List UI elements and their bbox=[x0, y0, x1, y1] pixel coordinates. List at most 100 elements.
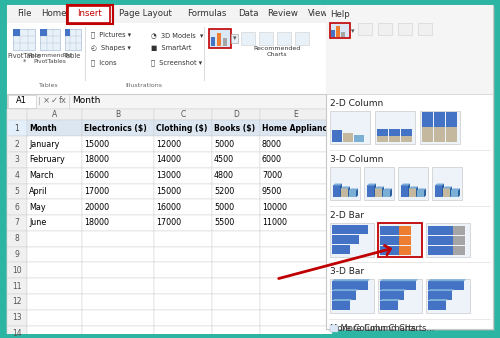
Bar bbox=[27, 184, 82, 199]
Text: A: A bbox=[52, 110, 57, 119]
Bar bbox=[68, 6, 110, 23]
Text: Insert: Insert bbox=[76, 9, 102, 18]
Text: File: File bbox=[17, 9, 31, 18]
Text: 1: 1 bbox=[14, 124, 20, 133]
Text: March: March bbox=[29, 171, 54, 180]
Bar bbox=[435, 186, 442, 197]
Bar bbox=[7, 294, 27, 310]
Bar bbox=[326, 5, 493, 94]
Bar bbox=[399, 226, 411, 235]
Bar bbox=[82, 247, 154, 263]
Bar bbox=[260, 231, 332, 247]
Bar bbox=[428, 281, 464, 290]
Bar bbox=[154, 120, 212, 136]
Text: 16000: 16000 bbox=[84, 171, 109, 180]
Text: Charts: Charts bbox=[266, 52, 287, 57]
Bar bbox=[375, 189, 382, 197]
Polygon shape bbox=[451, 189, 460, 190]
Bar bbox=[212, 231, 260, 247]
Text: 14: 14 bbox=[12, 329, 22, 338]
Bar bbox=[332, 245, 350, 254]
Bar bbox=[260, 325, 332, 338]
Polygon shape bbox=[380, 279, 418, 281]
Bar bbox=[82, 120, 154, 136]
Text: Home: Home bbox=[41, 9, 66, 18]
Bar bbox=[326, 5, 493, 329]
Bar bbox=[332, 235, 359, 244]
Text: 4: 4 bbox=[14, 171, 20, 180]
Bar bbox=[154, 310, 212, 325]
Text: 9500: 9500 bbox=[262, 187, 282, 196]
Bar bbox=[332, 130, 342, 142]
Polygon shape bbox=[428, 299, 448, 301]
Bar bbox=[7, 136, 27, 152]
Text: 15000: 15000 bbox=[156, 187, 181, 196]
Text: Recommended: Recommended bbox=[254, 46, 300, 51]
Bar bbox=[260, 199, 332, 215]
Bar bbox=[212, 168, 260, 184]
Bar bbox=[7, 108, 329, 329]
Bar bbox=[383, 190, 390, 197]
Text: View: View bbox=[308, 9, 328, 18]
Bar bbox=[7, 325, 27, 338]
Polygon shape bbox=[332, 279, 370, 281]
Bar bbox=[154, 278, 212, 294]
Bar bbox=[398, 167, 428, 200]
Text: Tables: Tables bbox=[39, 83, 59, 88]
Bar bbox=[389, 129, 400, 136]
Bar bbox=[212, 136, 260, 152]
Bar bbox=[426, 223, 470, 257]
Bar bbox=[40, 29, 60, 50]
Bar bbox=[428, 226, 453, 235]
Bar bbox=[401, 129, 412, 136]
Text: 7: 7 bbox=[14, 218, 20, 227]
Polygon shape bbox=[382, 187, 384, 197]
Text: 11000: 11000 bbox=[262, 218, 287, 227]
Bar bbox=[7, 152, 27, 168]
Bar bbox=[418, 23, 432, 34]
Bar bbox=[277, 31, 291, 45]
Polygon shape bbox=[450, 187, 452, 197]
Bar bbox=[27, 108, 82, 120]
Bar bbox=[380, 291, 404, 300]
Bar bbox=[82, 108, 154, 120]
Text: Data: Data bbox=[238, 9, 258, 18]
Bar bbox=[453, 226, 465, 235]
Bar bbox=[295, 31, 309, 45]
Bar bbox=[380, 246, 399, 255]
Bar bbox=[7, 94, 329, 108]
Bar bbox=[399, 236, 411, 245]
Text: 8000: 8000 bbox=[262, 140, 282, 149]
Polygon shape bbox=[416, 187, 418, 197]
Bar bbox=[260, 294, 332, 310]
Bar bbox=[82, 199, 154, 215]
Polygon shape bbox=[435, 184, 444, 186]
Text: 10: 10 bbox=[12, 266, 22, 275]
Text: ✓: ✓ bbox=[50, 96, 58, 105]
Text: 5500: 5500 bbox=[214, 218, 234, 227]
Bar bbox=[27, 168, 82, 184]
Polygon shape bbox=[408, 184, 410, 197]
Bar bbox=[7, 5, 329, 23]
Polygon shape bbox=[374, 184, 376, 197]
Text: 14000: 14000 bbox=[156, 155, 181, 164]
Bar bbox=[7, 108, 27, 338]
Bar bbox=[82, 168, 154, 184]
Bar bbox=[328, 7, 495, 331]
Text: fx: fx bbox=[59, 96, 67, 105]
Polygon shape bbox=[348, 187, 350, 197]
Bar bbox=[7, 5, 329, 329]
Text: 3-D Column: 3-D Column bbox=[330, 155, 384, 164]
Bar bbox=[380, 281, 416, 290]
Bar bbox=[349, 190, 356, 197]
Text: Help: Help bbox=[337, 9, 357, 18]
Bar bbox=[154, 199, 212, 215]
Bar bbox=[7, 278, 27, 294]
Bar bbox=[27, 152, 82, 168]
Bar bbox=[260, 310, 332, 325]
Bar bbox=[426, 279, 470, 313]
Bar bbox=[378, 223, 422, 257]
Bar bbox=[260, 263, 332, 278]
Text: 3: 3 bbox=[14, 155, 20, 164]
Text: A1: A1 bbox=[16, 96, 26, 105]
